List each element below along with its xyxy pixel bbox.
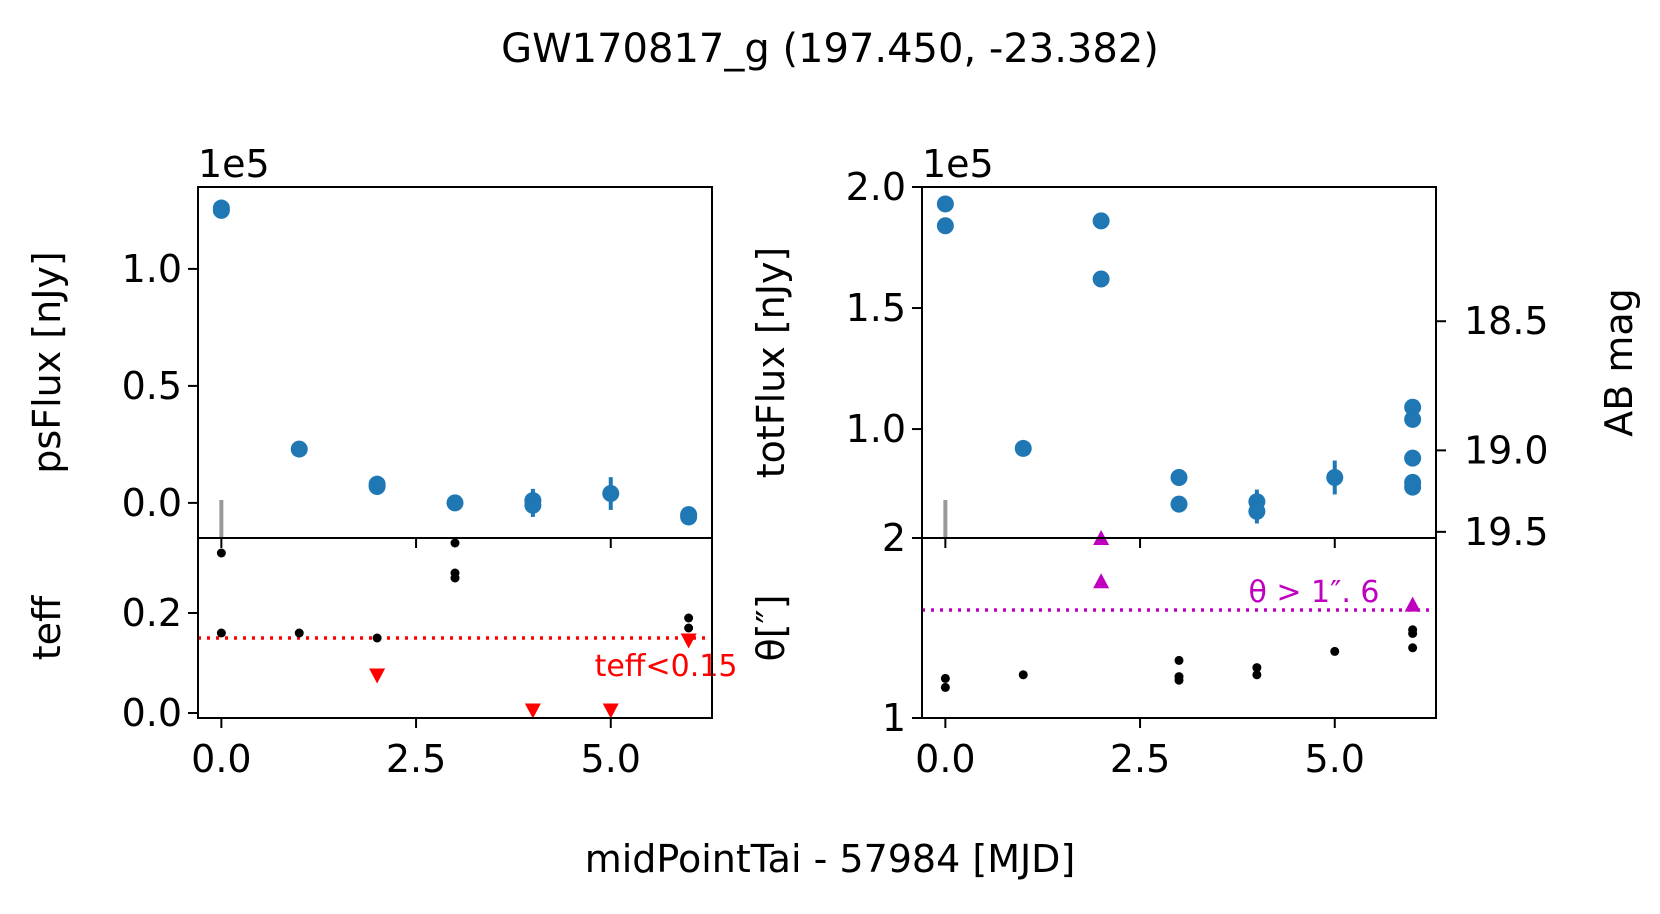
data-point xyxy=(680,508,698,526)
data-point xyxy=(1408,628,1418,638)
data-point xyxy=(1408,643,1418,653)
data-point xyxy=(940,673,950,683)
y-tick-label: 0.2 xyxy=(122,591,182,635)
y-tick-label: 1.0 xyxy=(122,247,182,291)
y-tick-label: 0.0 xyxy=(122,691,182,735)
data-point xyxy=(1330,646,1340,656)
data-point xyxy=(1170,468,1188,486)
threshold-label: θ > 1″. 6 xyxy=(1248,575,1379,610)
figure-title: GW170817_g (197.450, -23.382) xyxy=(501,26,1159,72)
data-point xyxy=(450,538,460,548)
y-tick-label: 1.5 xyxy=(846,286,906,330)
data-point xyxy=(1174,675,1184,685)
data-point xyxy=(936,195,954,213)
data-point xyxy=(1252,670,1262,680)
x-tick-label: 0.0 xyxy=(191,737,251,781)
y-tick-label: 1.0 xyxy=(846,407,906,451)
data-point xyxy=(212,201,230,219)
data-point xyxy=(368,478,386,496)
y-axis-label: totFlux [nJy] xyxy=(749,247,793,479)
y-tick-label: 0.0 xyxy=(122,481,182,525)
flagged-marker xyxy=(369,668,386,684)
flagged-marker xyxy=(602,703,619,719)
flagged-marker xyxy=(680,633,697,649)
right-axis-label: AB mag xyxy=(1597,288,1641,437)
data-point xyxy=(602,485,620,503)
y-axis-label: psFlux [nJy] xyxy=(25,251,69,473)
right-y-tick-label: 18.5 xyxy=(1464,299,1549,343)
data-point xyxy=(684,613,694,623)
x-axis-label: midPointTai - 57984 [MJD] xyxy=(585,837,1076,881)
y-tick-label: 0.5 xyxy=(122,364,182,408)
x-tick-label: 2.5 xyxy=(386,737,446,781)
axes-frame xyxy=(197,186,713,539)
offset-label: 1e5 xyxy=(198,142,270,186)
data-point xyxy=(684,623,694,633)
data-point xyxy=(450,573,460,583)
flagged-marker xyxy=(1404,596,1421,612)
data-point xyxy=(1404,410,1422,428)
data-point xyxy=(1092,270,1110,288)
y-axis-label: teff xyxy=(25,595,69,660)
offset-label: 1e5 xyxy=(922,142,994,186)
right-y-tick-label: 19.5 xyxy=(1464,510,1549,554)
data-point xyxy=(216,548,226,558)
panel-psflux: 0.0 0.5 1.0 psFlux [nJy] 1e5 xyxy=(25,142,713,548)
data-point xyxy=(1014,439,1032,457)
data-point xyxy=(446,494,464,512)
data-point xyxy=(936,217,954,235)
data-point xyxy=(290,440,308,458)
x-tick-label: 5.0 xyxy=(1305,737,1365,781)
data-point xyxy=(1174,655,1184,665)
axes-frame xyxy=(921,537,1437,719)
data-point xyxy=(524,496,542,514)
threshold-label: teff<0.15 xyxy=(595,649,738,684)
y-axis-label: θ[″] xyxy=(749,594,793,661)
data-point xyxy=(940,682,950,692)
y-tick-label: 2.0 xyxy=(846,165,906,209)
data-point xyxy=(1326,468,1344,486)
data-point xyxy=(216,628,226,638)
data-point xyxy=(1170,495,1188,513)
data-point xyxy=(1404,449,1422,467)
panel-teff: 0.0 0.2 0.0 2.5 5.0 teff teff<0.15 xyxy=(25,537,738,781)
x-tick-label: 2.5 xyxy=(1110,737,1170,781)
panel-theta: 1 2 0.0 2.5 5.0 θ[″] θ > 1″. 6 xyxy=(749,516,1437,781)
data-point xyxy=(1404,398,1422,416)
data-point xyxy=(294,628,304,638)
data-point xyxy=(1248,502,1266,520)
data-point xyxy=(372,633,382,643)
flagged-marker xyxy=(1093,573,1110,589)
data-point xyxy=(1092,212,1110,230)
axes-frame xyxy=(197,537,713,719)
chart-panels: 0.0 0.5 1.0 psFlux [nJy] 1e5 1.0 1.5 2.0 totFlux… xyxy=(25,142,1641,781)
flagged-marker xyxy=(524,703,541,719)
y-tick-label: 2 xyxy=(882,516,906,560)
panel-totflux: 1.0 1.5 2.0 totFlux [nJy] 1e5 18.5 19.0 19.5 AB … xyxy=(749,142,1641,554)
right-y-tick-label: 19.0 xyxy=(1464,428,1549,472)
x-tick-label: 5.0 xyxy=(581,737,641,781)
data-point xyxy=(1018,670,1028,680)
data-point xyxy=(1404,478,1422,496)
x-tick-label: 0.0 xyxy=(915,737,975,781)
y-tick-label: 1 xyxy=(882,696,906,740)
data-point xyxy=(1252,663,1262,673)
